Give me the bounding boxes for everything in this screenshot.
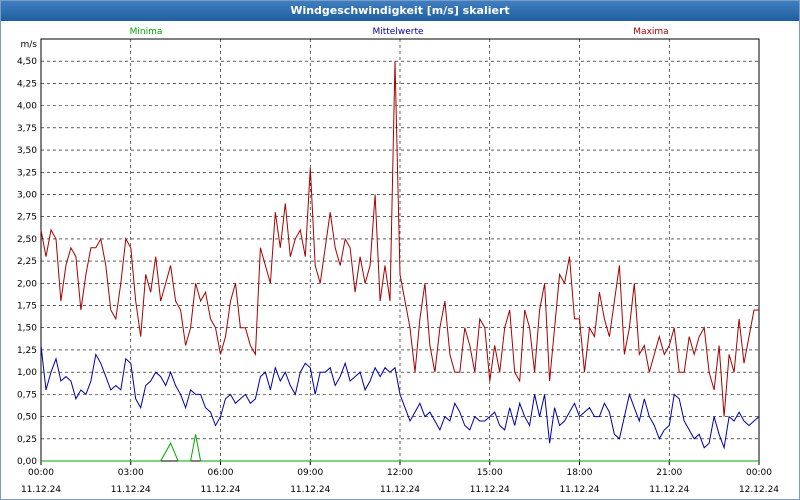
legend-maxima: Maxima	[633, 27, 668, 37]
y-tick-label: 2,50	[17, 235, 37, 245]
y-tick-label: 3,75	[17, 124, 37, 134]
x-tick-time: 09:00	[297, 468, 323, 478]
x-tick-date: 11.12.24	[559, 485, 599, 495]
y-tick-label: 1,25	[17, 346, 37, 356]
y-tick-label: 3,00	[17, 190, 37, 200]
x-tick-time: 12:00	[387, 468, 413, 478]
y-tick-label: 2,75	[17, 213, 37, 223]
x-tick-date: 11.12.24	[21, 485, 61, 495]
y-tick-label: 1,00	[17, 368, 37, 378]
chart-title: Windgeschwindigkeit [m/s] skaliert	[1, 1, 799, 21]
y-tick-label: 1,50	[17, 324, 37, 334]
y-tick-label: 0,75	[17, 390, 37, 400]
x-tick-date: 11.12.24	[380, 485, 420, 495]
x-tick-time: 00:00	[746, 468, 772, 478]
x-tick-time: 06:00	[208, 468, 234, 478]
x-tick-date: 11.12.24	[200, 485, 240, 495]
y-axis-label: m/s	[21, 40, 38, 50]
x-tick-time: 00:00	[28, 468, 54, 478]
y-tick-label: 4,00	[17, 102, 37, 112]
x-tick-date: 11.12.24	[649, 485, 689, 495]
y-tick-label: 2,25	[17, 257, 37, 267]
x-tick-time: 15:00	[477, 468, 503, 478]
x-tick-date: 12.12.24	[739, 485, 779, 495]
x-tick-time: 21:00	[656, 468, 682, 478]
y-tick-label: 2,00	[17, 279, 37, 289]
y-tick-label: 4,50	[17, 57, 37, 67]
y-tick-label: 3,50	[17, 146, 37, 156]
y-tick-label: 0,50	[17, 413, 37, 423]
series-line-minima	[41, 434, 759, 462]
legend-mittelwerte: Mittelwerte	[372, 27, 423, 37]
series-line-maxima	[40, 61, 759, 417]
x-tick-date: 11.12.24	[470, 485, 510, 495]
y-tick-label: 3,25	[17, 168, 37, 178]
x-tick-date: 11.12.24	[290, 485, 330, 495]
y-tick-label: 1,75	[17, 302, 37, 312]
x-tick-time: 18:00	[567, 468, 593, 478]
x-tick-date: 11.12.24	[111, 485, 151, 495]
series-line-mittelwerte	[40, 345, 760, 450]
x-tick-time: 03:00	[118, 468, 144, 478]
y-tick-label: 4,25	[17, 79, 37, 89]
y-tick-label: 0,25	[17, 435, 37, 445]
legend-minima: Minima	[130, 27, 163, 37]
y-tick-label: 0,00	[17, 457, 37, 467]
